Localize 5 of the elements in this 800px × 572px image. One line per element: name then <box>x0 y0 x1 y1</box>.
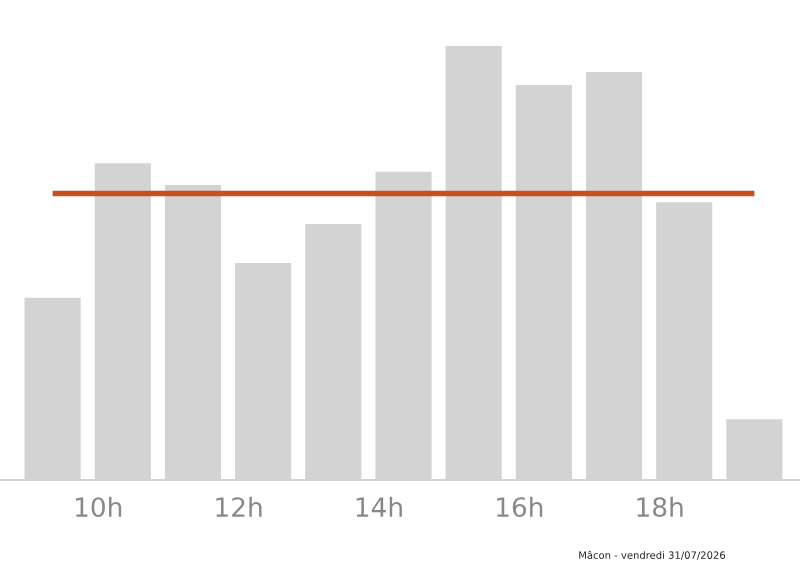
x-tick-label: 16h <box>497 496 543 518</box>
x-tick-label: 10h <box>75 496 122 518</box>
x-tick-label: 14h <box>356 496 402 517</box>
x-tick-label: 18h <box>637 496 683 518</box>
x-tick-label: 12h <box>216 496 262 517</box>
